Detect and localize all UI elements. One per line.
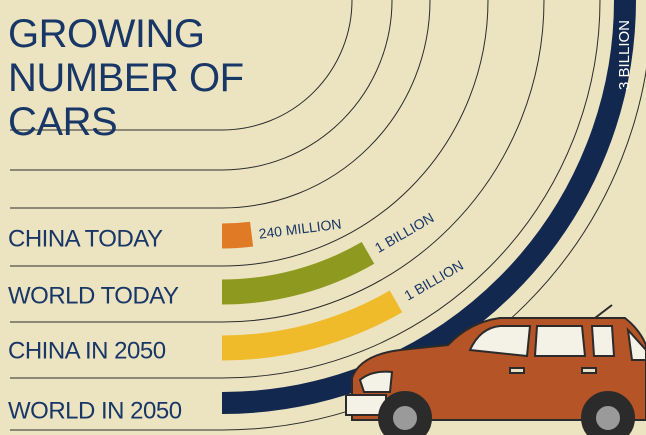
bar [222, 253, 368, 292]
car-illustration [346, 305, 646, 435]
category-label: WORLD IN 2050 [8, 397, 182, 424]
value-label: 240 MILLION [258, 215, 343, 241]
bar [222, 234, 252, 236]
value-label: 3 BILLION [616, 20, 633, 90]
category-label: CHINA TODAY [8, 225, 163, 252]
category-label: WORLD TODAY [8, 282, 179, 309]
category-label: CHINA IN 2050 [8, 337, 166, 364]
chart-title: GROWING NUMBER OF CARS [8, 12, 248, 144]
bar [222, 301, 396, 348]
infographic: CHINA TODAY240 MILLIONWORLD TODAY1 BILLI… [0, 0, 646, 435]
